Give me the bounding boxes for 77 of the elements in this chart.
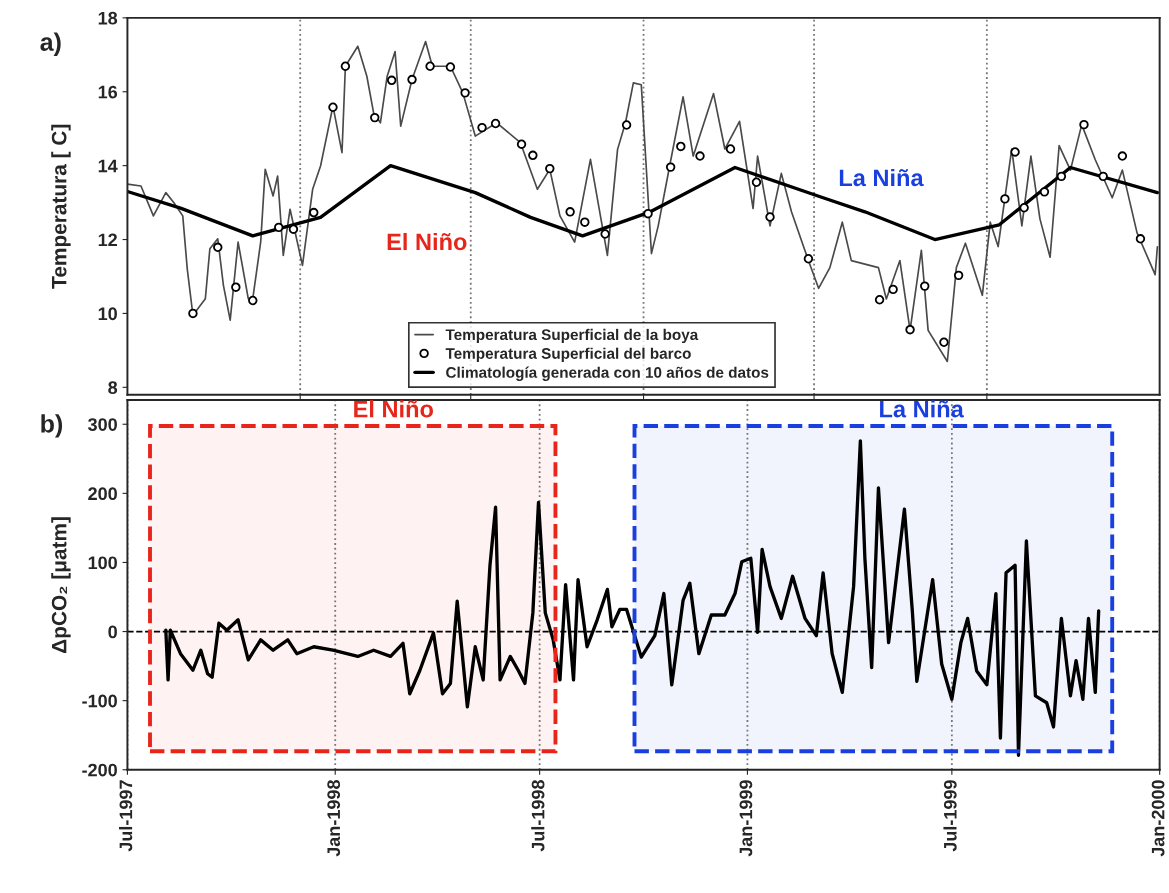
point xyxy=(565,207,575,217)
text: b) xyxy=(41,414,63,438)
point xyxy=(765,212,775,222)
point xyxy=(1079,119,1089,130)
line-series xyxy=(127,40,1159,363)
point xyxy=(874,295,885,305)
point xyxy=(477,122,487,133)
y-tick-label: 14 xyxy=(98,159,118,173)
y-tick-label: -200 xyxy=(82,763,117,777)
point xyxy=(643,208,653,219)
y-tick-label: 100 xyxy=(88,556,117,570)
y-tick-label: 300 xyxy=(87,418,117,431)
point xyxy=(231,282,241,292)
point xyxy=(725,144,736,154)
point xyxy=(600,229,610,239)
y-tick-label: 8 xyxy=(108,381,118,395)
x-tick-label: Jan-1998 xyxy=(327,780,341,857)
y-tick-label: -100 xyxy=(82,694,117,708)
point xyxy=(1000,194,1010,204)
point xyxy=(370,112,380,123)
point xyxy=(545,163,555,174)
point xyxy=(213,242,223,253)
point xyxy=(1019,203,1029,213)
point xyxy=(274,222,284,233)
point xyxy=(1056,171,1067,182)
point xyxy=(425,61,435,71)
point xyxy=(460,88,470,98)
point xyxy=(621,120,632,130)
point xyxy=(665,162,676,172)
point xyxy=(288,224,299,234)
point xyxy=(516,139,527,149)
point xyxy=(340,61,351,71)
y-tick-label: 18 xyxy=(98,11,118,25)
point xyxy=(328,102,338,112)
point xyxy=(676,141,686,152)
point xyxy=(695,151,705,161)
legend-label: Temperatura Superficial del barco xyxy=(445,347,691,362)
point xyxy=(1039,187,1050,197)
point xyxy=(528,150,538,161)
legend-label: Temperatura Superficial de la boya xyxy=(445,328,699,344)
point xyxy=(188,308,198,319)
y-tick-label: 0 xyxy=(108,625,117,639)
point xyxy=(407,74,417,85)
text: a) xyxy=(40,32,61,56)
point xyxy=(1117,151,1128,161)
point xyxy=(888,284,898,295)
point xyxy=(445,62,456,72)
annotation: El Niño xyxy=(387,232,467,251)
point xyxy=(386,75,397,86)
point xyxy=(1010,147,1020,157)
y-tick-label: 12 xyxy=(98,233,117,247)
band-label: El Niño xyxy=(354,400,434,418)
point xyxy=(309,207,319,218)
legend-label: Climatología generada con 10 años de datos xyxy=(446,366,769,381)
point xyxy=(920,281,930,291)
point xyxy=(1098,171,1108,182)
point xyxy=(905,324,915,335)
x-tick-label: Jan-1999 xyxy=(739,780,753,857)
point xyxy=(1135,234,1146,244)
point xyxy=(939,337,949,347)
band-label: La Niña xyxy=(880,400,964,418)
point xyxy=(953,270,964,281)
y-axis-title: Temperatura [ C] xyxy=(51,124,71,289)
x-tick-label: Jan-2000 xyxy=(1151,780,1165,857)
annotation: La Niña xyxy=(839,168,924,187)
y-axis-title: ΔpCO₂ [μatm] xyxy=(51,517,71,653)
point xyxy=(490,118,501,129)
point xyxy=(248,295,258,306)
y-tick-label: 16 xyxy=(98,85,118,99)
y-tick-label: 10 xyxy=(98,307,117,321)
y-tick-label: 200 xyxy=(88,487,117,501)
point xyxy=(803,254,814,264)
point xyxy=(580,217,590,227)
point xyxy=(751,177,762,187)
x-tick-label: Jul-1997 xyxy=(119,780,133,852)
x-tick-label: Jul-1998 xyxy=(531,780,545,852)
x-tick-label: Jul-1999 xyxy=(943,780,957,852)
